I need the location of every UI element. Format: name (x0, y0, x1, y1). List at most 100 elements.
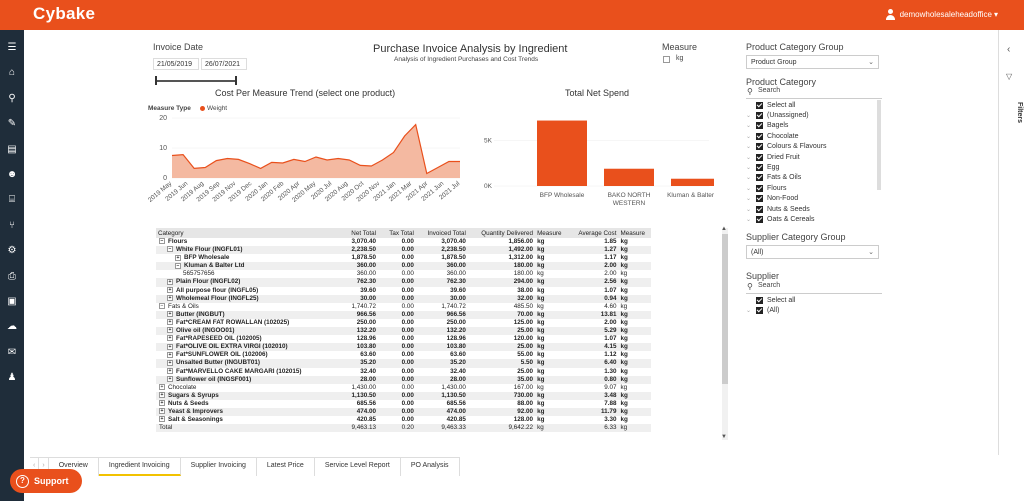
chevron-down-icon[interactable]: ⌄ (746, 165, 752, 172)
checkbox[interactable] (756, 143, 763, 151)
bar[interactable] (671, 178, 714, 186)
edit-icon[interactable]: ✎ (7, 118, 17, 130)
user-menu[interactable]: demowholesaleheadoffice ▾ (885, 9, 998, 20)
collapse-icon[interactable]: − (159, 238, 165, 245)
chevron-down-icon[interactable]: ⌄ (746, 308, 752, 315)
checkbox[interactable] (756, 184, 763, 192)
table-row[interactable]: − Kluman & Balter Ltd 360.00 0.00 360.00 180.… (156, 262, 651, 271)
product-category-group-dropdown[interactable]: Product Group ⌄ (746, 55, 879, 69)
filter-option[interactable]: ⌄ Colours & Flavours (746, 142, 882, 152)
checkbox[interactable] (756, 215, 763, 223)
checkbox[interactable] (756, 101, 763, 109)
checkbox[interactable] (756, 174, 763, 182)
tab-ingredient-invoicing[interactable]: Ingredient Invoicing (98, 458, 181, 476)
table-row[interactable]: + Fat*SUNFLOWER OIL (102006) 63.60 0.00 63.6… (156, 351, 651, 359)
table-row[interactable]: 565757656 360.00 0.00 360.00 180.00 kg 2.00 kg (156, 270, 651, 278)
expand-icon[interactable]: + (167, 294, 173, 301)
table-row[interactable]: + Butter (INGBUT) 966.56 0.00 966.56 70.00 kg 1… (156, 310, 651, 319)
filter-option[interactable]: ⌄ Fats & Oils (746, 173, 882, 183)
expand-icon[interactable]: + (159, 392, 165, 399)
table-row[interactable]: Total 9,463.13 0.20 9,463.33 9,642.22 kg 6.33 k… (156, 424, 651, 433)
expand-icon[interactable]: + (167, 375, 173, 382)
money-icon[interactable]: ▣ (7, 296, 17, 307)
expand-icon[interactable]: + (167, 311, 173, 318)
checkbox[interactable] (756, 307, 763, 315)
product-category-search[interactable]: ⚲ Search (746, 87, 882, 99)
column-header[interactable]: Average Cost (569, 228, 619, 238)
start-date-input[interactable]: 21/05/2019 (153, 58, 199, 70)
cybake-logo[interactable]: Cybake (33, 4, 96, 23)
expand-icon[interactable]: + (167, 319, 173, 326)
cloud-upload-icon[interactable]: ☁ (7, 321, 17, 333)
print-icon[interactable]: ⎙ (8, 270, 16, 282)
collapse-icon[interactable]: − (159, 303, 165, 310)
support-button[interactable]: ? Support (10, 469, 82, 493)
table-row[interactable]: + Nuts & Seeds 685.56 0.00 685.56 88.00 kg 7.88… (156, 400, 651, 408)
tab-service-level-report[interactable]: Service Level Report (315, 458, 401, 476)
filters-panel[interactable]: ‹ ▽ Filters (998, 30, 1024, 455)
tab-prev-button[interactable]: ‹ (30, 458, 40, 476)
expand-icon[interactable]: + (159, 400, 165, 407)
column-header[interactable]: Measure (618, 228, 651, 238)
table-row[interactable]: + Sugars & Syrups 1,130.50 0.00 1,130.50 730.… (156, 391, 651, 400)
expand-icon[interactable]: + (159, 384, 165, 391)
filter-option[interactable]: ⌄ Oats & Cereals (746, 214, 882, 224)
column-header[interactable]: Tax Total (378, 228, 416, 238)
filter-option[interactable]: ⌄ Dried Fruit (746, 152, 882, 162)
table-row[interactable]: − Flours 3,070.40 0.00 3,070.40 1,856.00 kg 1.8… (156, 238, 651, 246)
mail-icon[interactable]: ✉ (7, 346, 17, 358)
filter-option[interactable]: ⌄ Non-Food (746, 194, 882, 204)
table-row[interactable]: + Plain Flour (INGFL02) 762.30 0.00 762.30 29… (156, 278, 651, 287)
bar[interactable] (537, 120, 587, 186)
table-scrollbar[interactable] (722, 228, 728, 440)
checkbox[interactable] (756, 132, 763, 140)
table-row[interactable]: + Yeast & Improvers 474.00 0.00 474.00 92.00 k… (156, 407, 651, 417)
chevron-down-icon[interactable]: ⌄ (746, 133, 752, 140)
chevron-down-icon[interactable]: ⌄ (746, 206, 752, 213)
users-icon[interactable]: ☻ (6, 169, 18, 180)
supplier-search[interactable]: ⚲ Search (746, 282, 882, 294)
chevron-down-icon[interactable]: ⌄ (746, 196, 752, 203)
filter-option[interactable]: ⌄ Egg (746, 162, 882, 172)
tab-overview[interactable]: Overview (49, 458, 99, 476)
utensils-icon[interactable]: ⑂ (9, 219, 15, 231)
collapse-icon[interactable]: − (175, 262, 181, 269)
factory-icon[interactable]: ⌸ (9, 194, 15, 206)
scroll-up-icon[interactable]: ▲ (721, 226, 727, 232)
column-header[interactable]: Net Total (329, 228, 379, 238)
filter-option[interactable]: ⌄ (All) (746, 305, 882, 315)
chevron-down-icon[interactable]: ⌄ (746, 185, 752, 192)
table-row[interactable]: + Wholemeal Flour (INGFL25) 30.00 0.00 30.00… (156, 294, 651, 303)
filter-option[interactable]: ⌄ Flours (746, 183, 882, 193)
filter-option[interactable]: Select all (746, 295, 882, 305)
table-row[interactable]: + Chocolate 1,430.00 0.00 1,430.00 167.00 kg 9.… (156, 384, 651, 392)
column-header[interactable]: Category (156, 228, 330, 238)
expand-icon[interactable]: + (167, 351, 173, 358)
slider-handle-start[interactable] (155, 76, 157, 85)
table-row[interactable]: − White Flour (INGFL01) 2,238.50 0.00 2,238.… (156, 246, 651, 255)
end-date-input[interactable]: 26/07/2021 (201, 58, 247, 70)
trend-line[interactable] (171, 123, 460, 175)
filter-option[interactable]: Select all (746, 100, 882, 110)
gear-icon[interactable]: ⚙ (7, 245, 17, 257)
checkbox[interactable] (756, 122, 763, 130)
legend-item-weight[interactable]: Weight (207, 105, 228, 112)
date-slider[interactable] (155, 76, 237, 85)
filter-option[interactable]: ⌄ Nuts & Seeds (746, 204, 882, 214)
expand-icon[interactable]: + (167, 343, 173, 350)
expand-icon[interactable]: + (167, 327, 173, 334)
table-row[interactable]: + Sunflower oil (INGSF001) 28.00 0.00 28.00 3… (156, 375, 651, 384)
supplier-category-group-dropdown[interactable]: (All) ⌄ (746, 245, 879, 259)
menu-icon[interactable]: ☰ (7, 42, 17, 53)
expand-icon[interactable]: + (167, 286, 173, 293)
filter-option[interactable]: ⌄ Bagels (746, 121, 882, 131)
expand-icon[interactable]: + (159, 416, 165, 423)
table-row[interactable]: + Unsalted Butter (INGUBT01) 35.20 0.00 35.2… (156, 359, 651, 368)
measure-kg-checkbox[interactable] (663, 56, 670, 63)
collapse-arrow-icon[interactable]: ‹ (1007, 44, 1011, 55)
expand-icon[interactable]: + (167, 367, 173, 374)
tab-supplier-invoicing[interactable]: Supplier Invoicing (181, 458, 257, 476)
checkbox[interactable] (756, 112, 763, 120)
collapse-icon[interactable]: − (167, 246, 173, 253)
home-icon[interactable]: ⌂ (8, 67, 16, 79)
